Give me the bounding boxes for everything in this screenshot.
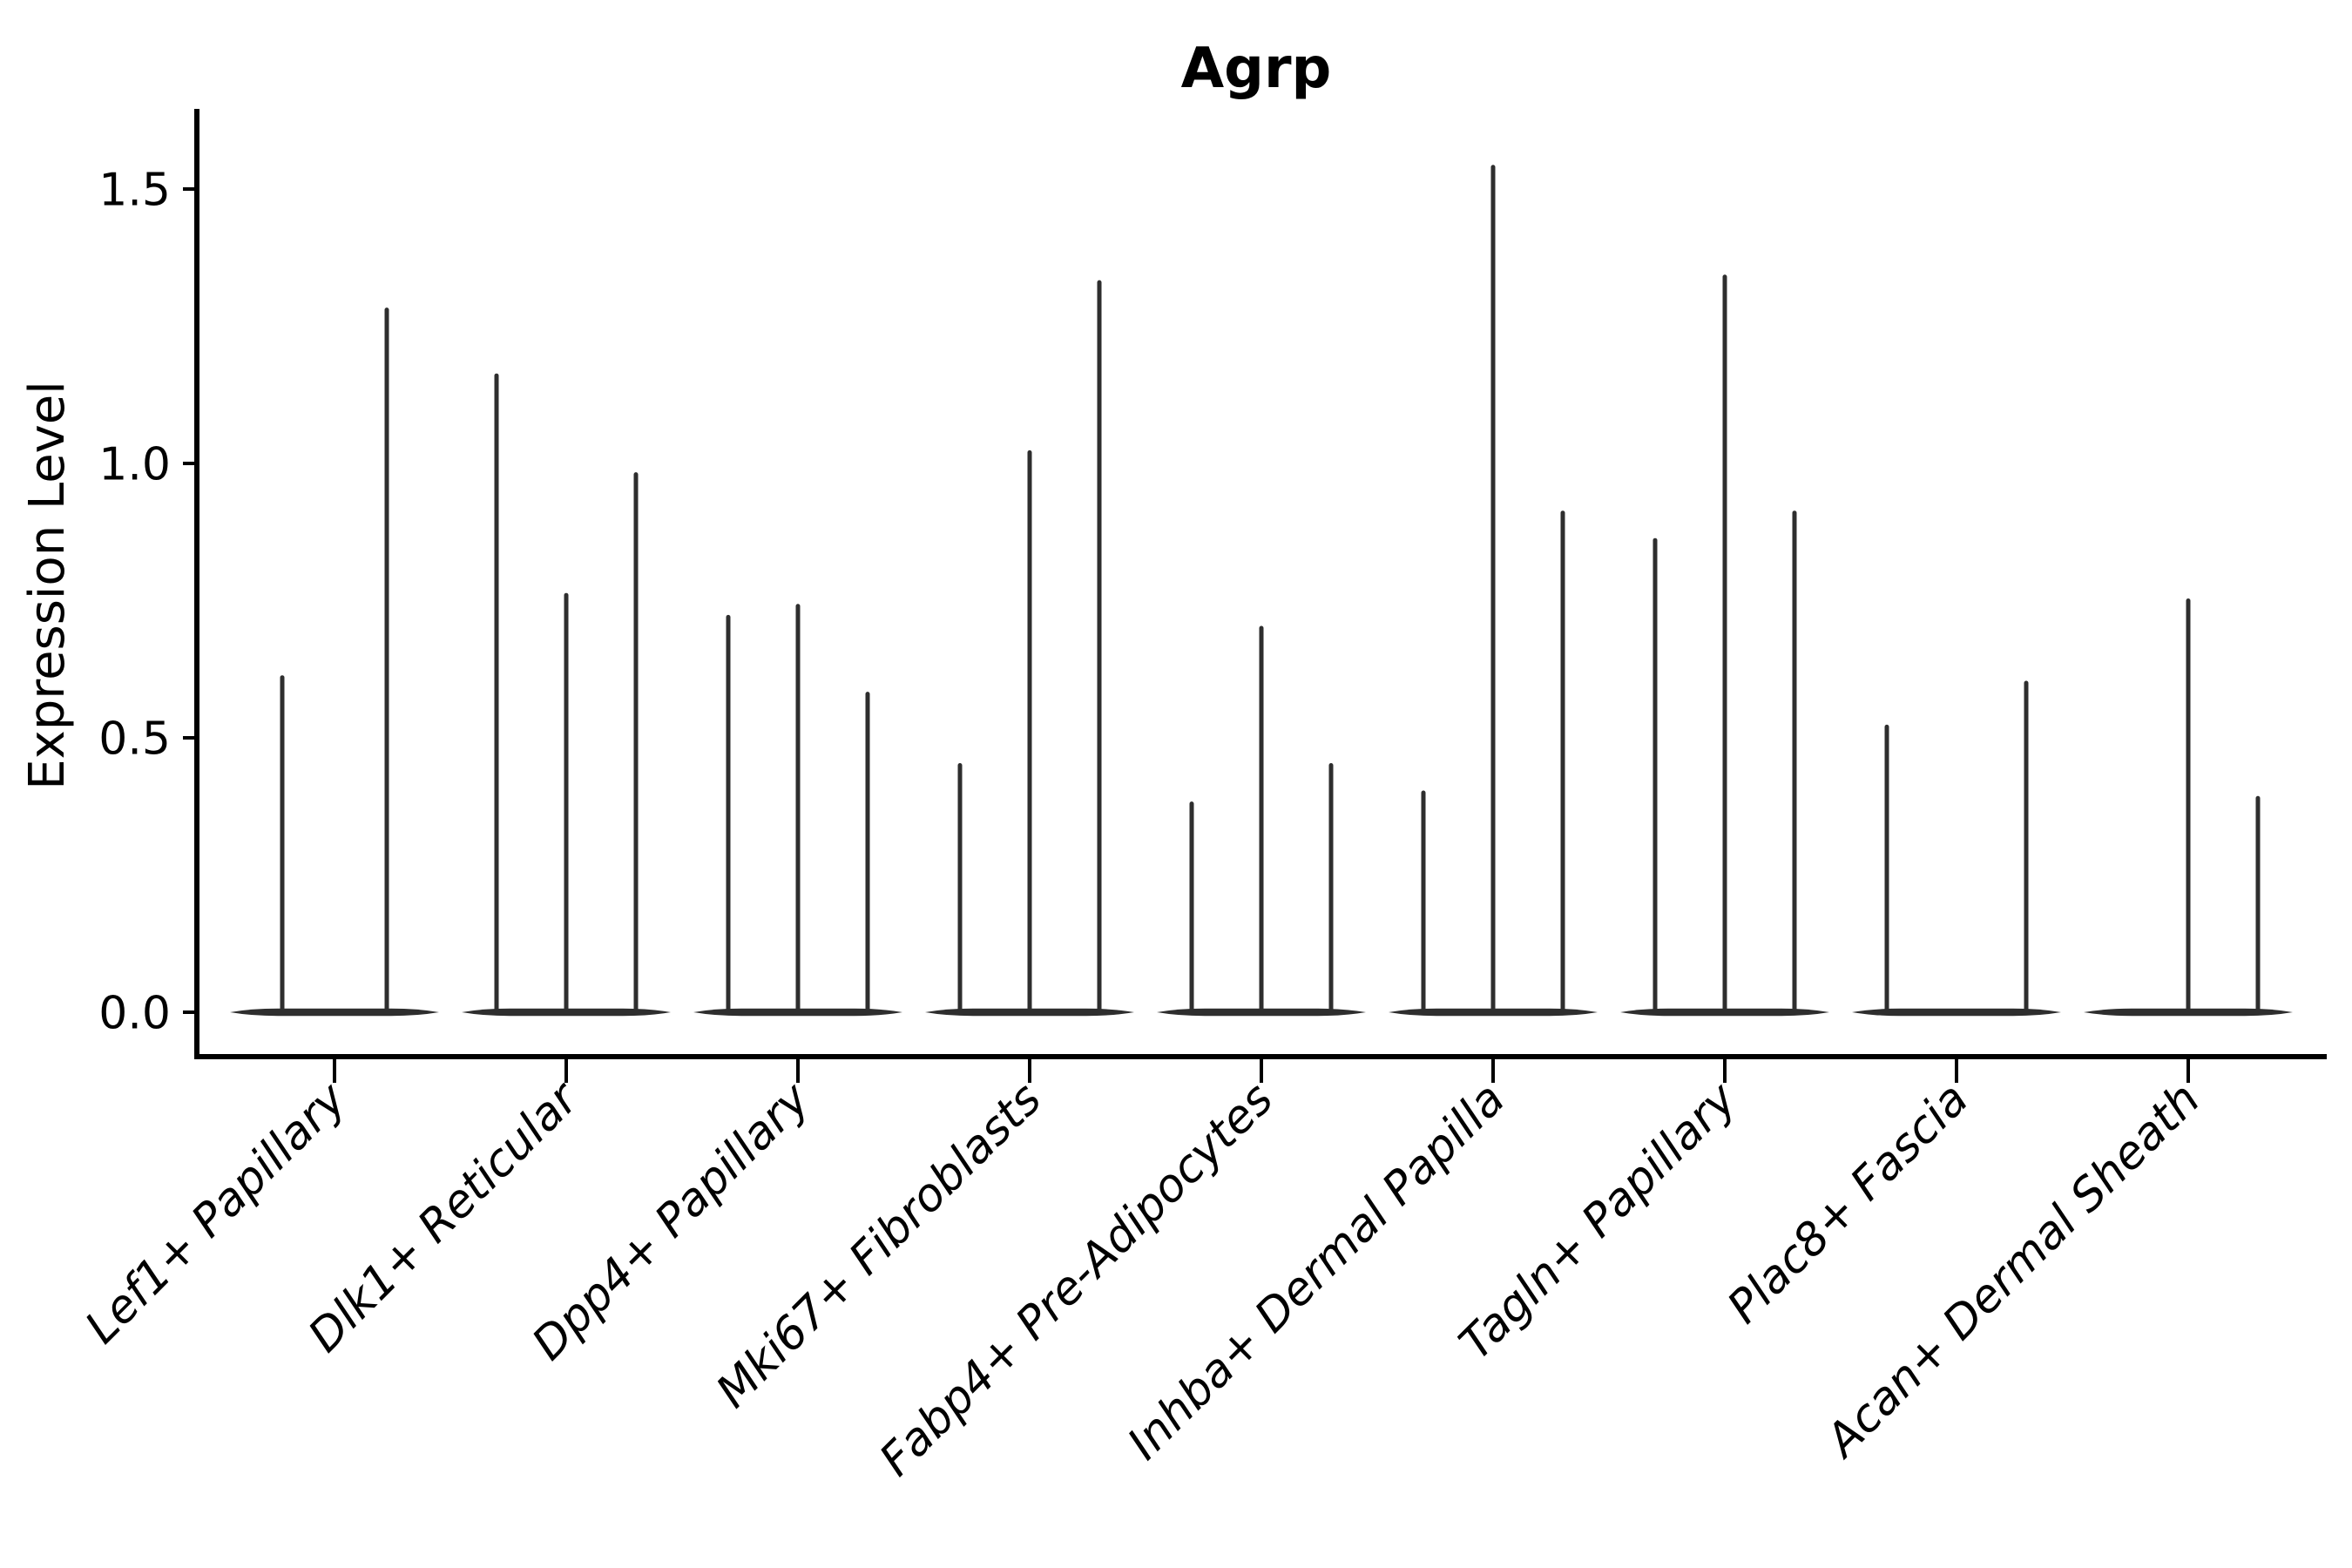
violin-group [462, 373, 671, 1017]
violin-group [1852, 680, 2061, 1017]
x-tick-label: Inhba+ Dermal Papilla [1118, 1073, 1515, 1470]
y-axis-ticks: 0.0 0.5 1.0 1.5 [98, 165, 197, 1040]
violins [230, 165, 2293, 1017]
violin-baseline [1852, 1008, 2061, 1017]
y-tick-label: 0.0 [98, 988, 171, 1040]
violin-group [2084, 598, 2293, 1017]
y-tick-label: 1.0 [98, 439, 171, 491]
violin-group [1157, 625, 1366, 1017]
x-tick-label: Plac8+ Fascia [1718, 1073, 1978, 1334]
y-tick-label: 1.5 [98, 165, 171, 217]
x-tick-label: Acan+ Dermal Sheath [1815, 1073, 2210, 1469]
chart-title: Agrp [1181, 37, 1332, 101]
axis-spines [194, 109, 2327, 1059]
x-tick-label: Fabp4+ Pre-Adipocytes [870, 1073, 1284, 1487]
violin-group [1389, 165, 1598, 1017]
violin-group [230, 308, 439, 1017]
y-axis-label: Expression Level [19, 381, 76, 790]
violin-group [1620, 274, 1829, 1017]
y-tick-label: 0.5 [98, 713, 171, 766]
violin-group [925, 280, 1134, 1017]
violin-baseline [230, 1008, 439, 1017]
violin-group [693, 604, 902, 1017]
